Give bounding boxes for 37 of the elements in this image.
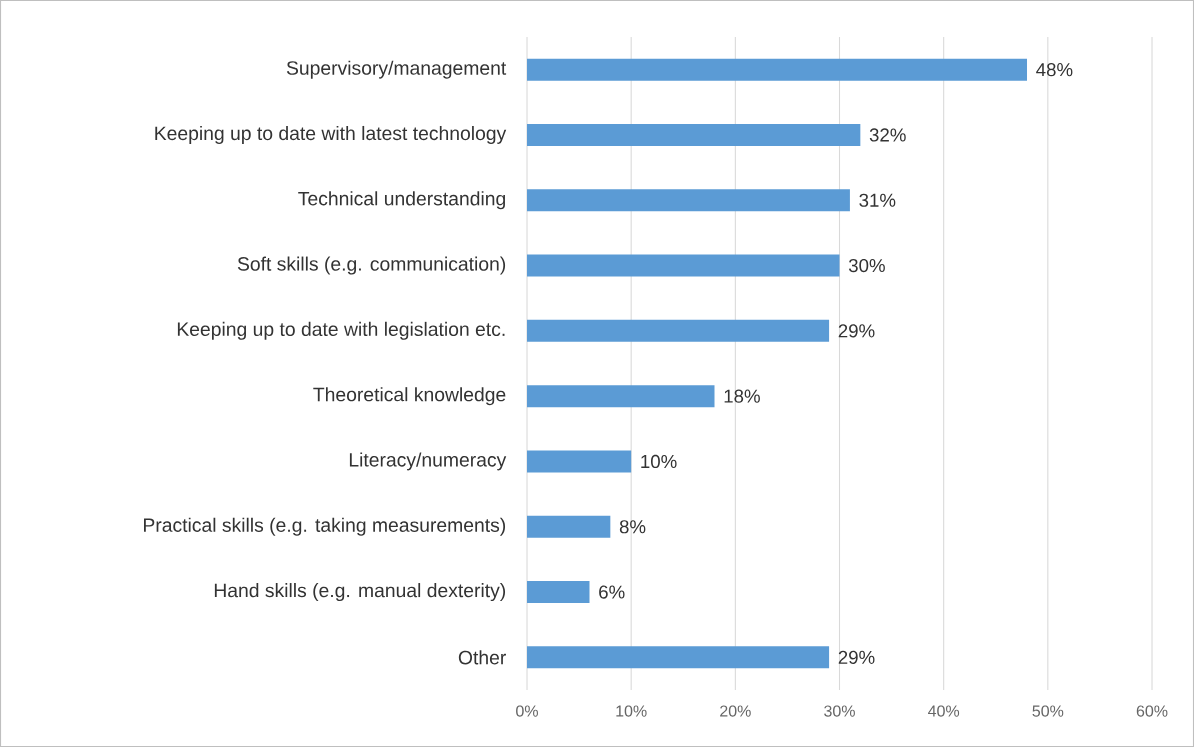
bar <box>527 385 715 408</box>
x-tick-label: 0% <box>516 705 538 717</box>
bar <box>527 319 830 342</box>
bar <box>527 254 840 277</box>
bar <box>527 123 861 146</box>
bar <box>527 58 1028 81</box>
bar <box>527 189 850 212</box>
data-label: 6% <box>599 585 625 599</box>
x-tick-label: 30% <box>824 705 855 717</box>
data-label: 18% <box>724 389 760 403</box>
data-label: 10% <box>641 454 677 469</box>
data-label: 30% <box>848 258 885 273</box>
y-tick-label: Keeping up to date with latest technology <box>155 125 507 144</box>
y-tick-label: Literacy/numeracy <box>349 452 507 471</box>
y-tick-label: Supervisory/management <box>286 60 507 79</box>
data-label: 48% <box>1036 63 1073 77</box>
y-tick-label: Practical skills (e.g. taking measurements) <box>144 517 506 536</box>
x-tick-label: 20% <box>720 705 751 717</box>
x-tick-label: 40% <box>928 705 960 717</box>
data-label: 31% <box>859 193 896 207</box>
y-tick-label: Theoretical knowledge <box>313 387 506 406</box>
x-tick-label: 50% <box>1032 705 1064 717</box>
data-label: 29% <box>838 324 875 338</box>
bar <box>527 581 590 604</box>
x-tick-label: 10% <box>616 705 647 717</box>
y-tick-label: Other <box>458 650 506 665</box>
data-label: 32% <box>869 128 906 142</box>
y-tick-label: Keeping up to date with legislation etc. <box>177 321 505 340</box>
bar <box>527 515 611 538</box>
bar <box>527 450 632 473</box>
y-tick-label: Technical understanding <box>298 191 506 210</box>
y-tick-label: Soft skills (e.g. communication) <box>237 256 506 275</box>
x-tick-label: 60% <box>1136 705 1168 717</box>
y-tick-label: Hand skills (e.g. manual dexterity) <box>214 583 506 602</box>
data-label: 29% <box>838 650 875 664</box>
data-label: 8% <box>619 520 646 534</box>
bar <box>527 646 830 669</box>
